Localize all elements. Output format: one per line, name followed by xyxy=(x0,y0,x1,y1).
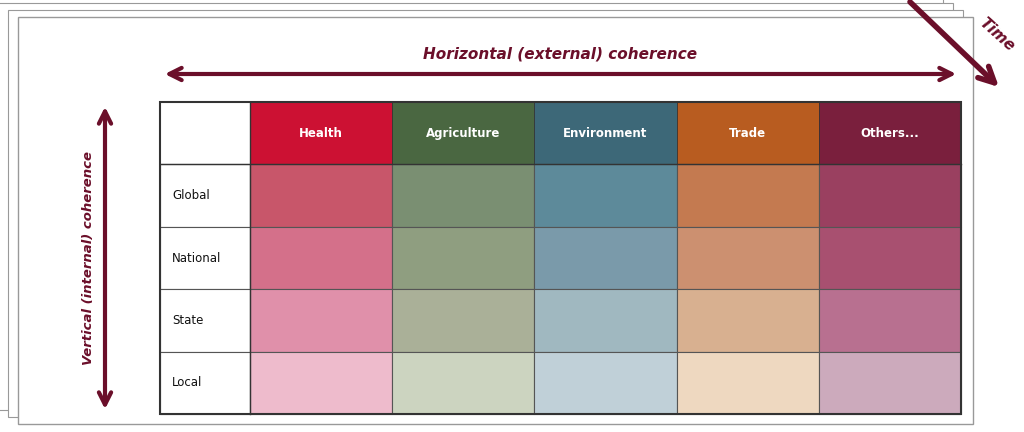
Bar xyxy=(250,102,392,165)
Bar xyxy=(677,289,819,352)
Bar xyxy=(392,227,535,289)
Bar xyxy=(819,289,961,352)
Bar xyxy=(535,227,677,289)
Text: Trade: Trade xyxy=(729,127,766,140)
Text: State: State xyxy=(172,314,204,327)
Bar xyxy=(392,102,535,165)
Text: Vertical (internal) coherence: Vertical (internal) coherence xyxy=(32,165,41,288)
Bar xyxy=(160,227,250,289)
Bar xyxy=(677,352,819,414)
Bar xyxy=(535,352,677,414)
Bar xyxy=(160,102,250,165)
Text: Agriculture: Agriculture xyxy=(426,127,501,140)
Bar xyxy=(535,289,677,352)
Text: Time: Time xyxy=(977,15,1018,54)
Text: Horizontal (external) coherence: Horizontal (external) coherence xyxy=(424,46,697,61)
Text: National: National xyxy=(172,251,221,264)
Bar xyxy=(160,352,250,414)
Bar xyxy=(250,289,392,352)
Bar xyxy=(677,165,819,227)
Bar xyxy=(392,289,535,352)
Text: Vertical (internal) coherence: Vertical (internal) coherence xyxy=(22,158,31,280)
Text: Vertical (internal) coherence: Vertical (internal) coherence xyxy=(83,151,95,365)
Bar xyxy=(392,165,535,227)
Bar xyxy=(677,102,819,165)
Text: Global: Global xyxy=(172,189,210,202)
Bar xyxy=(535,102,677,165)
Bar xyxy=(160,102,961,165)
Bar xyxy=(250,165,392,227)
Bar xyxy=(250,227,392,289)
Bar xyxy=(160,102,961,414)
Bar xyxy=(392,352,535,414)
Bar xyxy=(819,165,961,227)
Text: Vertical (internal) coherence: Vertical (internal) coherence xyxy=(42,172,50,295)
Text: Local: Local xyxy=(172,376,203,389)
Bar xyxy=(677,227,819,289)
Bar xyxy=(535,165,677,227)
FancyBboxPatch shape xyxy=(8,10,963,417)
Text: Horizontal (external) coherence: Horizontal (external) coherence xyxy=(432,16,594,25)
FancyBboxPatch shape xyxy=(0,3,953,410)
Bar xyxy=(160,289,250,352)
Text: Horizontal (external) coherence: Horizontal (external) coherence xyxy=(453,32,614,41)
Text: Horizontal (external) coherence: Horizontal (external) coherence xyxy=(442,25,604,34)
Bar xyxy=(819,102,961,165)
Bar xyxy=(819,352,961,414)
FancyBboxPatch shape xyxy=(0,0,943,402)
Bar xyxy=(819,227,961,289)
Text: Environment: Environment xyxy=(563,127,648,140)
Text: Others...: Others... xyxy=(860,127,920,140)
Text: Health: Health xyxy=(299,127,343,140)
FancyBboxPatch shape xyxy=(18,17,973,424)
Bar xyxy=(250,352,392,414)
Bar xyxy=(160,165,250,227)
